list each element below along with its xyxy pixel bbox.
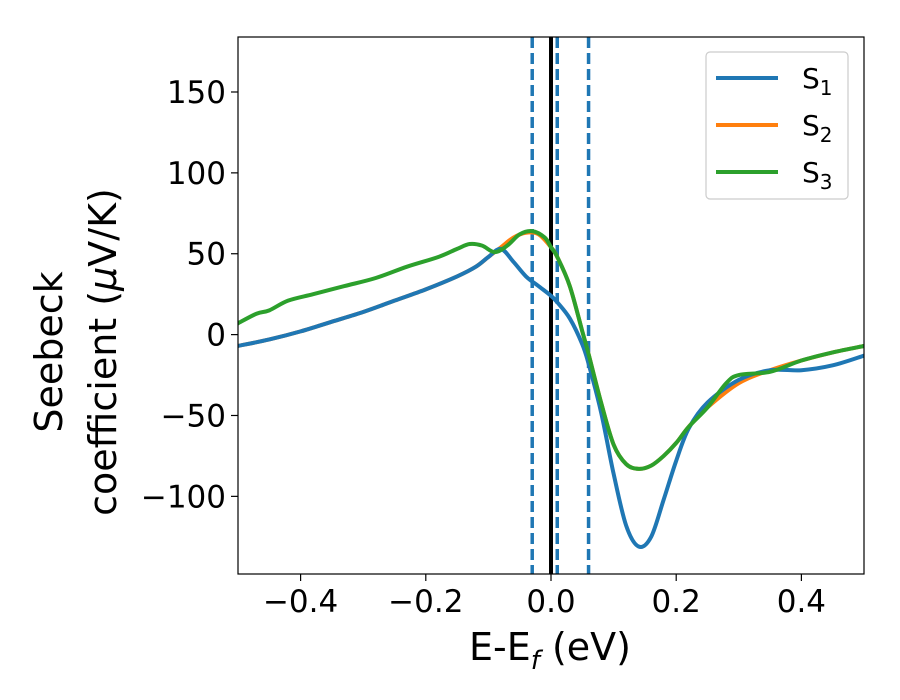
y-axis-label-post: V/K) (81, 188, 125, 267)
legend-s1-sub: 1 (820, 76, 833, 100)
y-axis-label-pre: coefficient ( (81, 291, 125, 516)
y-tick-label: −50 (161, 398, 226, 434)
legend-s2-name: S (802, 109, 820, 142)
y-tick-label: −100 (141, 479, 226, 515)
y-axis-label-mu: μ (81, 267, 125, 292)
x-axis-label: E-Ef (eV) (469, 625, 631, 676)
series-lines (238, 228, 864, 549)
x-tick-label: 0.2 (652, 584, 701, 620)
legend-s3-sub: 3 (820, 170, 833, 194)
series-line-s3 (238, 228, 864, 471)
legend-label-s2: S2 (802, 109, 833, 147)
series-line-s1 (238, 246, 864, 549)
y-tick-label: 0 (206, 318, 226, 354)
x-axis-label-base: E-E (469, 625, 531, 669)
y-axis-label-line2: coefficient (μV/K) (81, 188, 125, 516)
x-tick-label: −0.4 (263, 584, 338, 620)
y-tick-label: 150 (167, 75, 226, 111)
y-axis-ticks: −100 −50 0 50 100 150 (141, 75, 238, 515)
y-axis-label-line1: Seebeck (27, 271, 71, 432)
legend-s2-sub: 2 (820, 123, 833, 147)
x-tick-label: 0.4 (777, 584, 826, 620)
legend-label-s1: S1 (802, 62, 833, 100)
y-axis-label: Seebeck coefficient (μV/K) (27, 188, 125, 516)
x-axis-label-unit: (eV) (540, 625, 631, 669)
y-tick-label: 50 (187, 237, 226, 273)
y-tick-label: 100 (167, 156, 226, 192)
x-tick-label: 0.0 (526, 584, 575, 620)
legend-s1-name: S (802, 62, 820, 95)
legend-label-s3: S3 (802, 156, 833, 194)
reference-lines (530, 37, 591, 574)
legend: S1 S2 S3 (705, 51, 849, 200)
legend-s3-name: S (802, 156, 820, 189)
x-axis-ticks: −0.4 −0.2 0.0 0.2 0.4 (263, 574, 826, 620)
x-tick-label: −0.2 (388, 584, 463, 620)
